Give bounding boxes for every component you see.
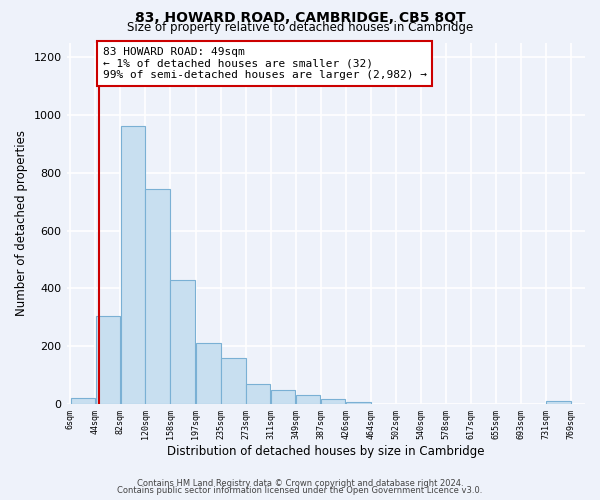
Text: 83 HOWARD ROAD: 49sqm
← 1% of detached houses are smaller (32)
99% of semi-detac: 83 HOWARD ROAD: 49sqm ← 1% of detached h… [103, 47, 427, 80]
Bar [246, 384, 271, 404]
Text: Size of property relative to detached houses in Cambridge: Size of property relative to detached ho… [127, 22, 473, 35]
Text: Contains HM Land Registry data © Crown copyright and database right 2024.: Contains HM Land Registry data © Crown c… [137, 478, 463, 488]
Bar [271, 390, 295, 404]
Bar [170, 280, 195, 404]
Bar [71, 398, 95, 404]
X-axis label: Distribution of detached houses by size in Cambridge: Distribution of detached houses by size … [167, 444, 485, 458]
Bar [547, 401, 571, 404]
Text: 83, HOWARD ROAD, CAMBRIDGE, CB5 8QT: 83, HOWARD ROAD, CAMBRIDGE, CB5 8QT [134, 12, 466, 26]
Text: Contains public sector information licensed under the Open Government Licence v3: Contains public sector information licen… [118, 486, 482, 495]
Bar [296, 394, 320, 404]
Y-axis label: Number of detached properties: Number of detached properties [15, 130, 28, 316]
Bar [196, 344, 221, 404]
Bar [346, 402, 371, 404]
Bar [221, 358, 245, 404]
Bar [320, 399, 345, 404]
Bar [121, 126, 145, 404]
Bar [95, 316, 120, 404]
Bar [145, 188, 170, 404]
